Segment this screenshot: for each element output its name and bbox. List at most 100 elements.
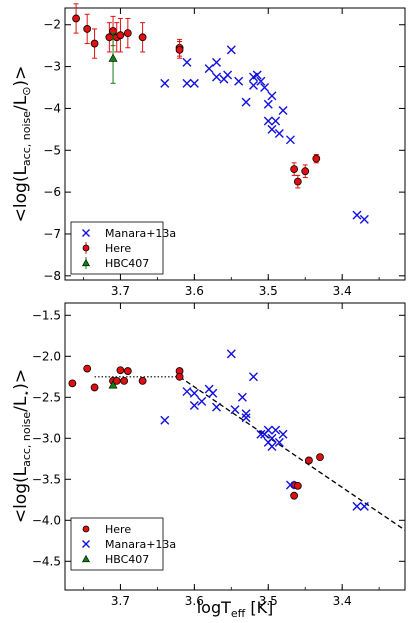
manara-13a-point [204, 64, 214, 74]
bottom-plot-frame [64, 302, 406, 591]
here-point [72, 14, 80, 23]
here-point [83, 364, 92, 373]
bottom-legend: Here Manara+13a HBC407 [70, 517, 176, 571]
manara-13a-point [248, 80, 258, 90]
manara-13a-point [212, 57, 222, 67]
bottom-y-tick-label: −3.5 [32, 472, 61, 486]
here-point [116, 366, 125, 375]
manara-13a-point [274, 437, 284, 447]
here-point [312, 154, 321, 163]
manara-13a-point [197, 396, 207, 406]
top-legend: Manara+13a Here HBC407 [70, 221, 176, 275]
here-point [175, 45, 184, 54]
here-point [90, 383, 99, 392]
here-point [301, 167, 310, 176]
manara-13a-point [182, 78, 192, 88]
fit-line-dashed [179, 376, 406, 531]
top-y-tick-label: −2 [43, 18, 61, 32]
bottom-x-tick-label: 3.7 [111, 594, 130, 608]
here-point [105, 33, 114, 42]
manara-13a-point [189, 388, 199, 398]
manara-13a-point [237, 392, 247, 402]
bottom-y-tick-label: −1.5 [32, 308, 61, 322]
manara-13a-point [226, 349, 236, 359]
manara-13a-point [260, 83, 270, 93]
manara-13a-point [352, 501, 362, 511]
top-y-tick-label: −7 [43, 227, 61, 241]
here-point [68, 379, 77, 388]
manara-13a-point [160, 78, 170, 88]
x-axis-label: logTeff [K] [197, 598, 274, 620]
manara-13a-point [230, 405, 240, 415]
manara-13a-point [182, 387, 192, 397]
top-plot-frame [64, 7, 406, 281]
top-y-axis-label: <log(Lacc, noise/L⊙)> [11, 66, 33, 223]
manara-13a-point [256, 429, 266, 439]
top-x-tick-label: 3.4 [333, 284, 352, 298]
legend-hbc407-label: HBC407 [105, 257, 149, 270]
manara-13a-point [160, 415, 170, 425]
top-panel: 3.7 3.6 3.5 3.4 −2 −3 −4 −5 −6 −7 −8 <log(Lacc, no… [11, 3, 406, 298]
manara-13a-point [248, 372, 258, 382]
legend-hbc407-label: HBC407 [105, 553, 149, 566]
here-point [175, 372, 184, 381]
bottom-y-tick-label: −3.0 [32, 431, 61, 445]
top-x-tick-label: 3.7 [111, 284, 130, 298]
manara-13a-point [352, 210, 362, 220]
here-point [90, 39, 99, 48]
here-point [290, 491, 299, 500]
bottom-x-tick-label: 3.6 [185, 594, 204, 608]
manara-13a-point [241, 97, 251, 107]
manara-13a-point [226, 45, 236, 55]
manara-13a-point [241, 413, 251, 423]
manara-13a-point [212, 402, 222, 412]
here-point [316, 453, 324, 462]
here-point [83, 25, 92, 33]
manara-13a-point [223, 70, 233, 80]
hbc407-point [108, 53, 118, 62]
bottom-x-tick-label: 3.4 [333, 594, 352, 608]
bottom-x-tick-label: 3.5 [259, 594, 278, 608]
manara-13a-point [274, 129, 284, 139]
bottom-data-marks [68, 349, 406, 531]
manara-13a-point [267, 442, 277, 451]
top-x-tick-label: 3.6 [185, 284, 204, 298]
here-point [123, 367, 132, 375]
top-y-tick-label: −6 [43, 185, 61, 199]
bottom-y-tick-label: −2.5 [32, 390, 61, 404]
here-point [138, 33, 147, 42]
top-y-tick-label: −3 [43, 60, 61, 74]
manara-13a-point [234, 76, 244, 86]
here-point [138, 376, 147, 385]
legend-hbc407-marker [81, 258, 91, 267]
manara-13a-point [271, 425, 281, 435]
legend-manara-13a-label: Manara+13a [105, 227, 176, 240]
here-point [120, 376, 129, 385]
top-y-tick-label: −4 [43, 101, 61, 115]
bottom-y-tick-label: −2.0 [32, 349, 61, 363]
manara-13a-point [271, 116, 281, 126]
manara-13a-point [189, 401, 199, 410]
here-point [290, 165, 299, 174]
legend-here-label: Here [105, 523, 131, 536]
manara-13a-point [256, 76, 266, 86]
legend-here-label: Here [105, 242, 131, 255]
bottom-y-axis-label: <log(Lacc, noise/L⋆)> [11, 369, 33, 523]
bottom-y-tick-label: −4.5 [32, 554, 61, 568]
manara-13a-point [267, 124, 277, 134]
bottom-axis-ticks: 3.7 3.6 3.5 3.4 −1.5 −2.0 −2.5 −3.0 −3.5 −4.0 −4.5 [32, 303, 405, 608]
top-data-marks [72, 3, 369, 224]
here-point [293, 177, 302, 186]
manara-13a-point [285, 480, 295, 490]
manara-13a-point [263, 99, 273, 109]
here-point [116, 31, 125, 40]
legend-here-marker [82, 244, 90, 252]
top-x-tick-label: 3.5 [259, 284, 278, 298]
bottom-panel: 3.7 3.6 3.5 3.4 −1.5 −2.0 −2.5 −3.0 −3.5 −4.0 −4.5… [11, 302, 406, 620]
manara-13a-point [212, 72, 222, 82]
legend-hbc407-marker [81, 554, 91, 563]
hbc407-point [108, 380, 118, 389]
manara-13a-point [208, 388, 218, 398]
top-axis-ticks: 3.7 3.6 3.5 3.4 −2 −3 −4 −5 −6 −7 −8 [43, 8, 405, 298]
